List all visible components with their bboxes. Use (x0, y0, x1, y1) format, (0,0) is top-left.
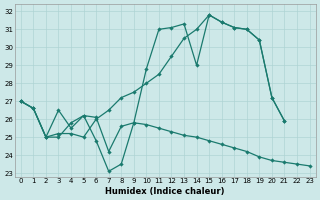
X-axis label: Humidex (Indice chaleur): Humidex (Indice chaleur) (106, 187, 225, 196)
